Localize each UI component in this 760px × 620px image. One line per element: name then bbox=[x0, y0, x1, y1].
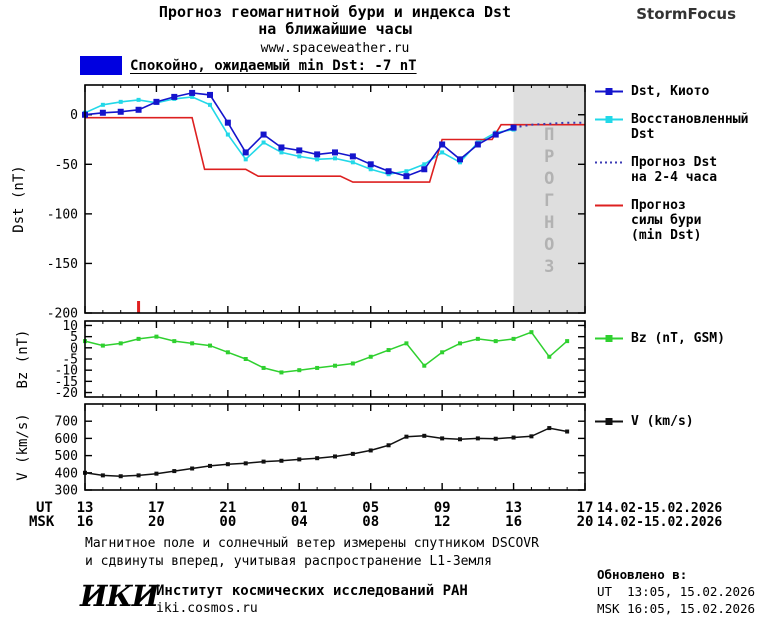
site-link: www.spaceweather.ru bbox=[260, 41, 410, 56]
svg-text:О: О bbox=[544, 235, 554, 255]
svg-text:16: 16 bbox=[77, 514, 94, 530]
svg-text:-5: -5 bbox=[62, 353, 78, 368]
svg-text:12: 12 bbox=[434, 514, 451, 530]
updated-ut: UT 13:05, 15.02.2026 bbox=[597, 584, 756, 599]
svg-text:0: 0 bbox=[70, 341, 78, 356]
svg-text:Н: Н bbox=[544, 213, 554, 233]
legend-label-dst-restored: Восстановленный Dst bbox=[631, 112, 749, 142]
msk-date-range: 14.02-15.02.2026 bbox=[597, 515, 723, 530]
legend-item-bz: Bz (nT, GSM) bbox=[594, 331, 754, 346]
status-banner: Спокойно, ожидаемый min Dst: -7 nT bbox=[80, 56, 417, 75]
updated-label: Обновлено в: bbox=[597, 567, 688, 582]
updated-block: Обновлено в: UT 13:05, 15.02.2026 MSK 16… bbox=[597, 566, 755, 617]
legend-swatch-dst-forecast-icon bbox=[594, 156, 624, 169]
svg-text:З: З bbox=[544, 257, 554, 277]
svg-text:-150: -150 bbox=[47, 257, 78, 272]
legend-swatch-bz-icon bbox=[594, 332, 624, 345]
svg-text:05: 05 bbox=[362, 500, 379, 516]
svg-text:01: 01 bbox=[291, 500, 308, 516]
ut-axis-row-label: UT bbox=[36, 500, 53, 516]
svg-text:300: 300 bbox=[55, 484, 78, 499]
svg-text:00: 00 bbox=[219, 514, 236, 530]
svg-text:500: 500 bbox=[55, 449, 78, 464]
svg-text:Г: Г bbox=[544, 191, 554, 211]
note-line2: и сдвинуты вперед, учитывая распростране… bbox=[85, 554, 492, 569]
svg-text:-200: -200 bbox=[47, 307, 78, 322]
svg-text:04: 04 bbox=[291, 514, 308, 530]
svg-text:-10: -10 bbox=[55, 364, 78, 379]
svg-text:09: 09 bbox=[434, 500, 451, 516]
msk-axis-row-label: MSK bbox=[29, 514, 55, 530]
legend-swatch-dst-kyoto-icon bbox=[594, 85, 624, 98]
dst-y-axis-title: Dst (nT) bbox=[11, 165, 27, 233]
svg-text:600: 600 bbox=[55, 432, 78, 447]
svg-text:13: 13 bbox=[77, 500, 94, 516]
institute-site: iki.cosmos.ru bbox=[156, 601, 258, 616]
title-line2: на ближайшие часы bbox=[258, 20, 412, 38]
legend-label-dst-forecast: Прогноз Dst на 2-4 часа bbox=[631, 155, 718, 185]
legend-swatch-dst-restored-icon bbox=[594, 113, 624, 126]
legend-label-v: V (km/s) bbox=[631, 414, 694, 429]
svg-text:20: 20 bbox=[577, 514, 594, 530]
status-level-swatch bbox=[80, 56, 122, 75]
svg-text:5: 5 bbox=[70, 330, 78, 345]
legend-item-storm-forecast: Прогноз силы бури (min Dst) bbox=[594, 198, 754, 243]
legend-label-bz: Bz (nT, GSM) bbox=[631, 331, 725, 346]
svg-text:400: 400 bbox=[55, 466, 78, 481]
svg-text:17: 17 bbox=[148, 500, 165, 516]
data-source-note: Магнитное поле и солнечный ветер измерен… bbox=[85, 535, 539, 571]
svg-text:-100: -100 bbox=[47, 207, 78, 222]
svg-text:21: 21 bbox=[219, 500, 236, 516]
svg-text:-20: -20 bbox=[55, 386, 78, 401]
dst-legend: Dst, Киото Восстановленный Dst Прогноз D… bbox=[594, 84, 754, 256]
svg-text:Р: Р bbox=[544, 147, 554, 167]
ut-date-range: 14.02-15.02.2026 bbox=[597, 501, 723, 516]
svg-text:-15: -15 bbox=[55, 375, 78, 390]
page-title: Прогноз геомагнитной бури и индекса Dst … bbox=[85, 4, 585, 57]
legend-item-v: V (km/s) bbox=[594, 414, 754, 429]
bz-legend: Bz (nT, GSM) bbox=[594, 331, 754, 359]
iki-logo: ИКИ bbox=[80, 579, 159, 613]
legend-label-storm-forecast: Прогноз силы бури (min Dst) bbox=[631, 198, 702, 243]
title-line1: Прогноз геомагнитной бури и индекса Dst bbox=[158, 3, 512, 21]
svg-text:10: 10 bbox=[62, 319, 78, 334]
svg-text:13: 13 bbox=[505, 500, 522, 516]
note-line1: Магнитное поле и солнечный ветер измерен… bbox=[85, 536, 539, 551]
legend-item-dst-forecast: Прогноз Dst на 2-4 часа bbox=[594, 155, 754, 185]
legend-item-dst-restored: Восстановленный Dst bbox=[594, 112, 754, 142]
svg-text:17: 17 bbox=[577, 500, 594, 516]
status-text: Спокойно, ожидаемый min Dst: -7 nT bbox=[130, 57, 417, 74]
legend-label-dst-kyoto: Dst, Киото bbox=[631, 84, 710, 99]
v-legend: V (km/s) bbox=[594, 414, 754, 442]
svg-text:О: О bbox=[544, 169, 554, 189]
institute-name: Институт космических исследований РАН bbox=[156, 583, 468, 599]
updated-msk: MSK 16:05, 15.02.2026 bbox=[597, 601, 756, 616]
svg-text:16: 16 bbox=[505, 514, 522, 530]
svg-text:-50: -50 bbox=[55, 158, 78, 173]
brand-label: StormFocus bbox=[636, 5, 736, 23]
svg-text:700: 700 bbox=[55, 415, 78, 430]
svg-text:0: 0 bbox=[70, 108, 78, 123]
svg-text:П: П bbox=[544, 125, 554, 145]
legend-swatch-v-icon bbox=[594, 415, 624, 428]
legend-swatch-storm-forecast-icon bbox=[594, 199, 624, 212]
v-y-axis-title: V (km/s) bbox=[15, 413, 31, 481]
legend-item-dst-kyoto: Dst, Киото bbox=[594, 84, 754, 99]
svg-text:08: 08 bbox=[362, 514, 379, 530]
svg-text:20: 20 bbox=[148, 514, 165, 530]
